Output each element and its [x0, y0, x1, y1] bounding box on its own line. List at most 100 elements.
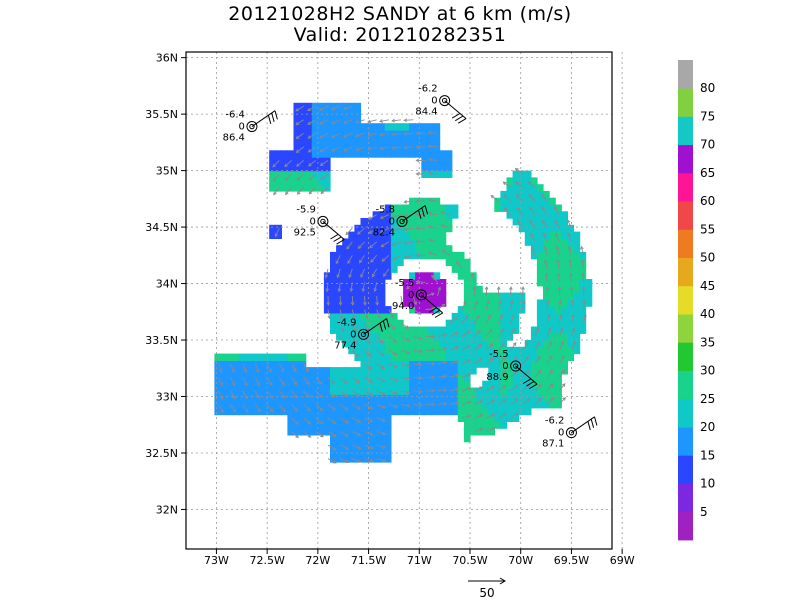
station-mid-label: 0 [239, 122, 245, 133]
wind-cell [342, 441, 349, 450]
wind-cell [524, 238, 532, 246]
wind-cell [518, 346, 526, 355]
wind-cell [506, 373, 514, 382]
wind-cell [372, 150, 380, 158]
wind-cell [457, 394, 465, 402]
wind-cell [220, 387, 228, 395]
wind-cell [250, 373, 258, 382]
wind-cell [421, 272, 428, 280]
wind-cell [323, 387, 331, 395]
wind-cell [342, 129, 349, 138]
wind-cell [275, 401, 282, 409]
wind-cell [372, 414, 380, 422]
wind-cell [585, 292, 593, 300]
wind-cell [281, 170, 288, 178]
x-tick-label: 72W [305, 554, 330, 567]
wind-cell [372, 441, 380, 450]
wind-vector [485, 385, 495, 392]
wind-cell [579, 251, 587, 260]
wind-cell [512, 306, 520, 314]
wind-cell [336, 455, 343, 463]
wind-cell [336, 265, 343, 273]
wind-cell [451, 380, 459, 389]
wind-vector [272, 160, 280, 168]
wind-cell [354, 380, 362, 389]
wind-vector [558, 369, 565, 378]
wind-cell [488, 299, 495, 307]
wind-vector [315, 404, 324, 412]
wind-cell [470, 414, 477, 422]
wind-cell [421, 306, 428, 314]
wind-vector [379, 214, 390, 219]
wind-cell [543, 306, 550, 314]
wind-cell [354, 312, 362, 321]
wind-cell [323, 136, 331, 145]
wind-cell [342, 367, 349, 375]
wind-cell [427, 218, 435, 226]
wind-cell [342, 455, 349, 463]
wind-cell [561, 251, 568, 260]
wind-vector [291, 377, 298, 386]
wind-vector [388, 322, 396, 331]
wind-cell [403, 211, 410, 219]
wind-vector [352, 376, 361, 384]
wind-cell [397, 123, 404, 131]
wind-cell [342, 285, 349, 294]
wind-vector [327, 417, 337, 424]
wind-cell [384, 231, 392, 239]
wind-vector [553, 206, 560, 215]
wind-cell [561, 224, 568, 233]
wind-cell [512, 197, 520, 206]
wind-cell [482, 326, 489, 334]
wind-cell [445, 245, 453, 253]
wind-cell [348, 265, 355, 273]
wind-cell [372, 258, 380, 267]
wind-vector [320, 187, 329, 195]
wind-cell [390, 238, 398, 246]
wind-cell [360, 340, 368, 348]
wind-cell [354, 387, 362, 395]
wind-cell [543, 387, 550, 395]
wind-cell [518, 170, 526, 178]
wind-cell [378, 231, 386, 239]
wind-cell [336, 326, 343, 334]
wind-vector [230, 390, 236, 400]
wind-cell [317, 129, 325, 138]
wind-vector [266, 377, 273, 386]
x-tick-label: 70.5W [452, 554, 487, 567]
wind-cell [403, 394, 410, 402]
wind-cell [573, 319, 581, 328]
wind-cell [348, 258, 355, 267]
wind-cell [372, 123, 380, 131]
wind-cell [433, 346, 441, 355]
wind-cell [287, 394, 295, 402]
wind-cell [269, 360, 276, 368]
wind-vector [266, 363, 272, 373]
wind-cell [543, 265, 550, 273]
wind-cell [530, 333, 538, 341]
wind-cell [512, 394, 520, 402]
wind-cell [506, 326, 514, 334]
wind-vector [486, 427, 496, 432]
wind-cell [555, 326, 562, 334]
station-mid-label: 0 [350, 329, 356, 340]
wind-vector [546, 355, 553, 365]
wind-cell [512, 346, 520, 355]
wind-cell [378, 340, 386, 348]
wind-vector [326, 295, 331, 306]
wind-cell [543, 367, 550, 375]
wind-cell [366, 224, 374, 233]
wind-cell [299, 109, 307, 117]
wind-vector [449, 359, 460, 365]
wind-vector [544, 272, 549, 283]
wind-cell [336, 367, 343, 375]
wind-cell [457, 312, 465, 321]
wind-cell [433, 285, 441, 294]
wind-vector [343, 105, 353, 111]
wind-vector [379, 227, 390, 233]
colorbar-swatch [678, 427, 693, 456]
wind-cell [530, 387, 538, 395]
wind-vector [379, 146, 389, 151]
wind-cell [384, 204, 392, 212]
wind-cell [299, 380, 307, 389]
